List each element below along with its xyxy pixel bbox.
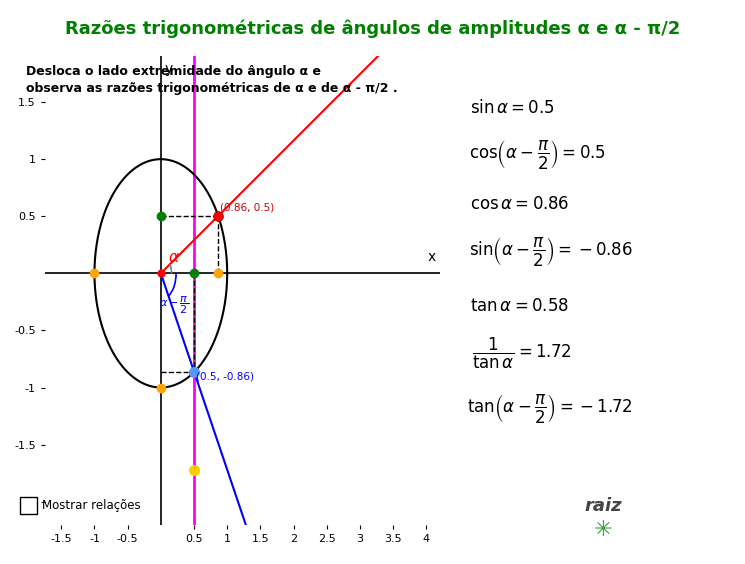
Text: ✳: ✳: [595, 520, 612, 540]
Text: $\sin\alpha = 0.5$: $\sin\alpha = 0.5$: [470, 99, 555, 117]
Text: Desloca o lado extremidade do ângulo α e: Desloca o lado extremidade do ângulo α e: [26, 65, 321, 78]
Text: Mostrar relações: Mostrar relações: [42, 499, 141, 512]
Text: (0.5, -0.86): (0.5, -0.86): [196, 372, 254, 381]
Text: Razões trigonométricas de ângulos de amplitudes α e α - π/2: Razões trigonométricas de ângulos de amp…: [65, 20, 680, 38]
Text: y: y: [164, 62, 172, 76]
Text: $\alpha$: $\alpha$: [168, 250, 180, 265]
Text: $\sin\!\left(\alpha - \dfrac{\pi}{2}\right) = -0.86$: $\sin\!\left(\alpha - \dfrac{\pi}{2}\rig…: [469, 235, 633, 268]
Text: x: x: [428, 250, 437, 264]
Text: ÍPSILON: ÍPSILON: [413, 513, 512, 534]
Text: raiz: raiz: [585, 497, 622, 515]
Text: $\alpha-\dfrac{\pi}{2}$: $\alpha-\dfrac{\pi}{2}$: [159, 294, 189, 316]
Text: $\cos\!\left(\alpha - \dfrac{\pi}{2}\right) = 0.5$: $\cos\!\left(\alpha - \dfrac{\pi}{2}\rig…: [469, 138, 606, 171]
Text: $\cos\alpha = 0.86$: $\cos\alpha = 0.86$: [470, 195, 570, 213]
Text: observa as razões trigonométricas de α e de α - π/2 .: observa as razões trigonométricas de α e…: [26, 82, 398, 95]
Text: $\tan\!\left(\alpha - \dfrac{\pi}{2}\right) = -1.72$: $\tan\!\left(\alpha - \dfrac{\pi}{2}\rig…: [467, 392, 633, 425]
Text: NOVO: NOVO: [396, 500, 422, 509]
Text: $\tan\alpha = 0.58$: $\tan\alpha = 0.58$: [470, 297, 569, 315]
FancyBboxPatch shape: [20, 497, 37, 514]
Text: (0.86, 0.5): (0.86, 0.5): [220, 202, 274, 213]
Text: $\dfrac{1}{\tan\alpha} = 1.72$: $\dfrac{1}{\tan\alpha} = 1.72$: [472, 336, 571, 371]
